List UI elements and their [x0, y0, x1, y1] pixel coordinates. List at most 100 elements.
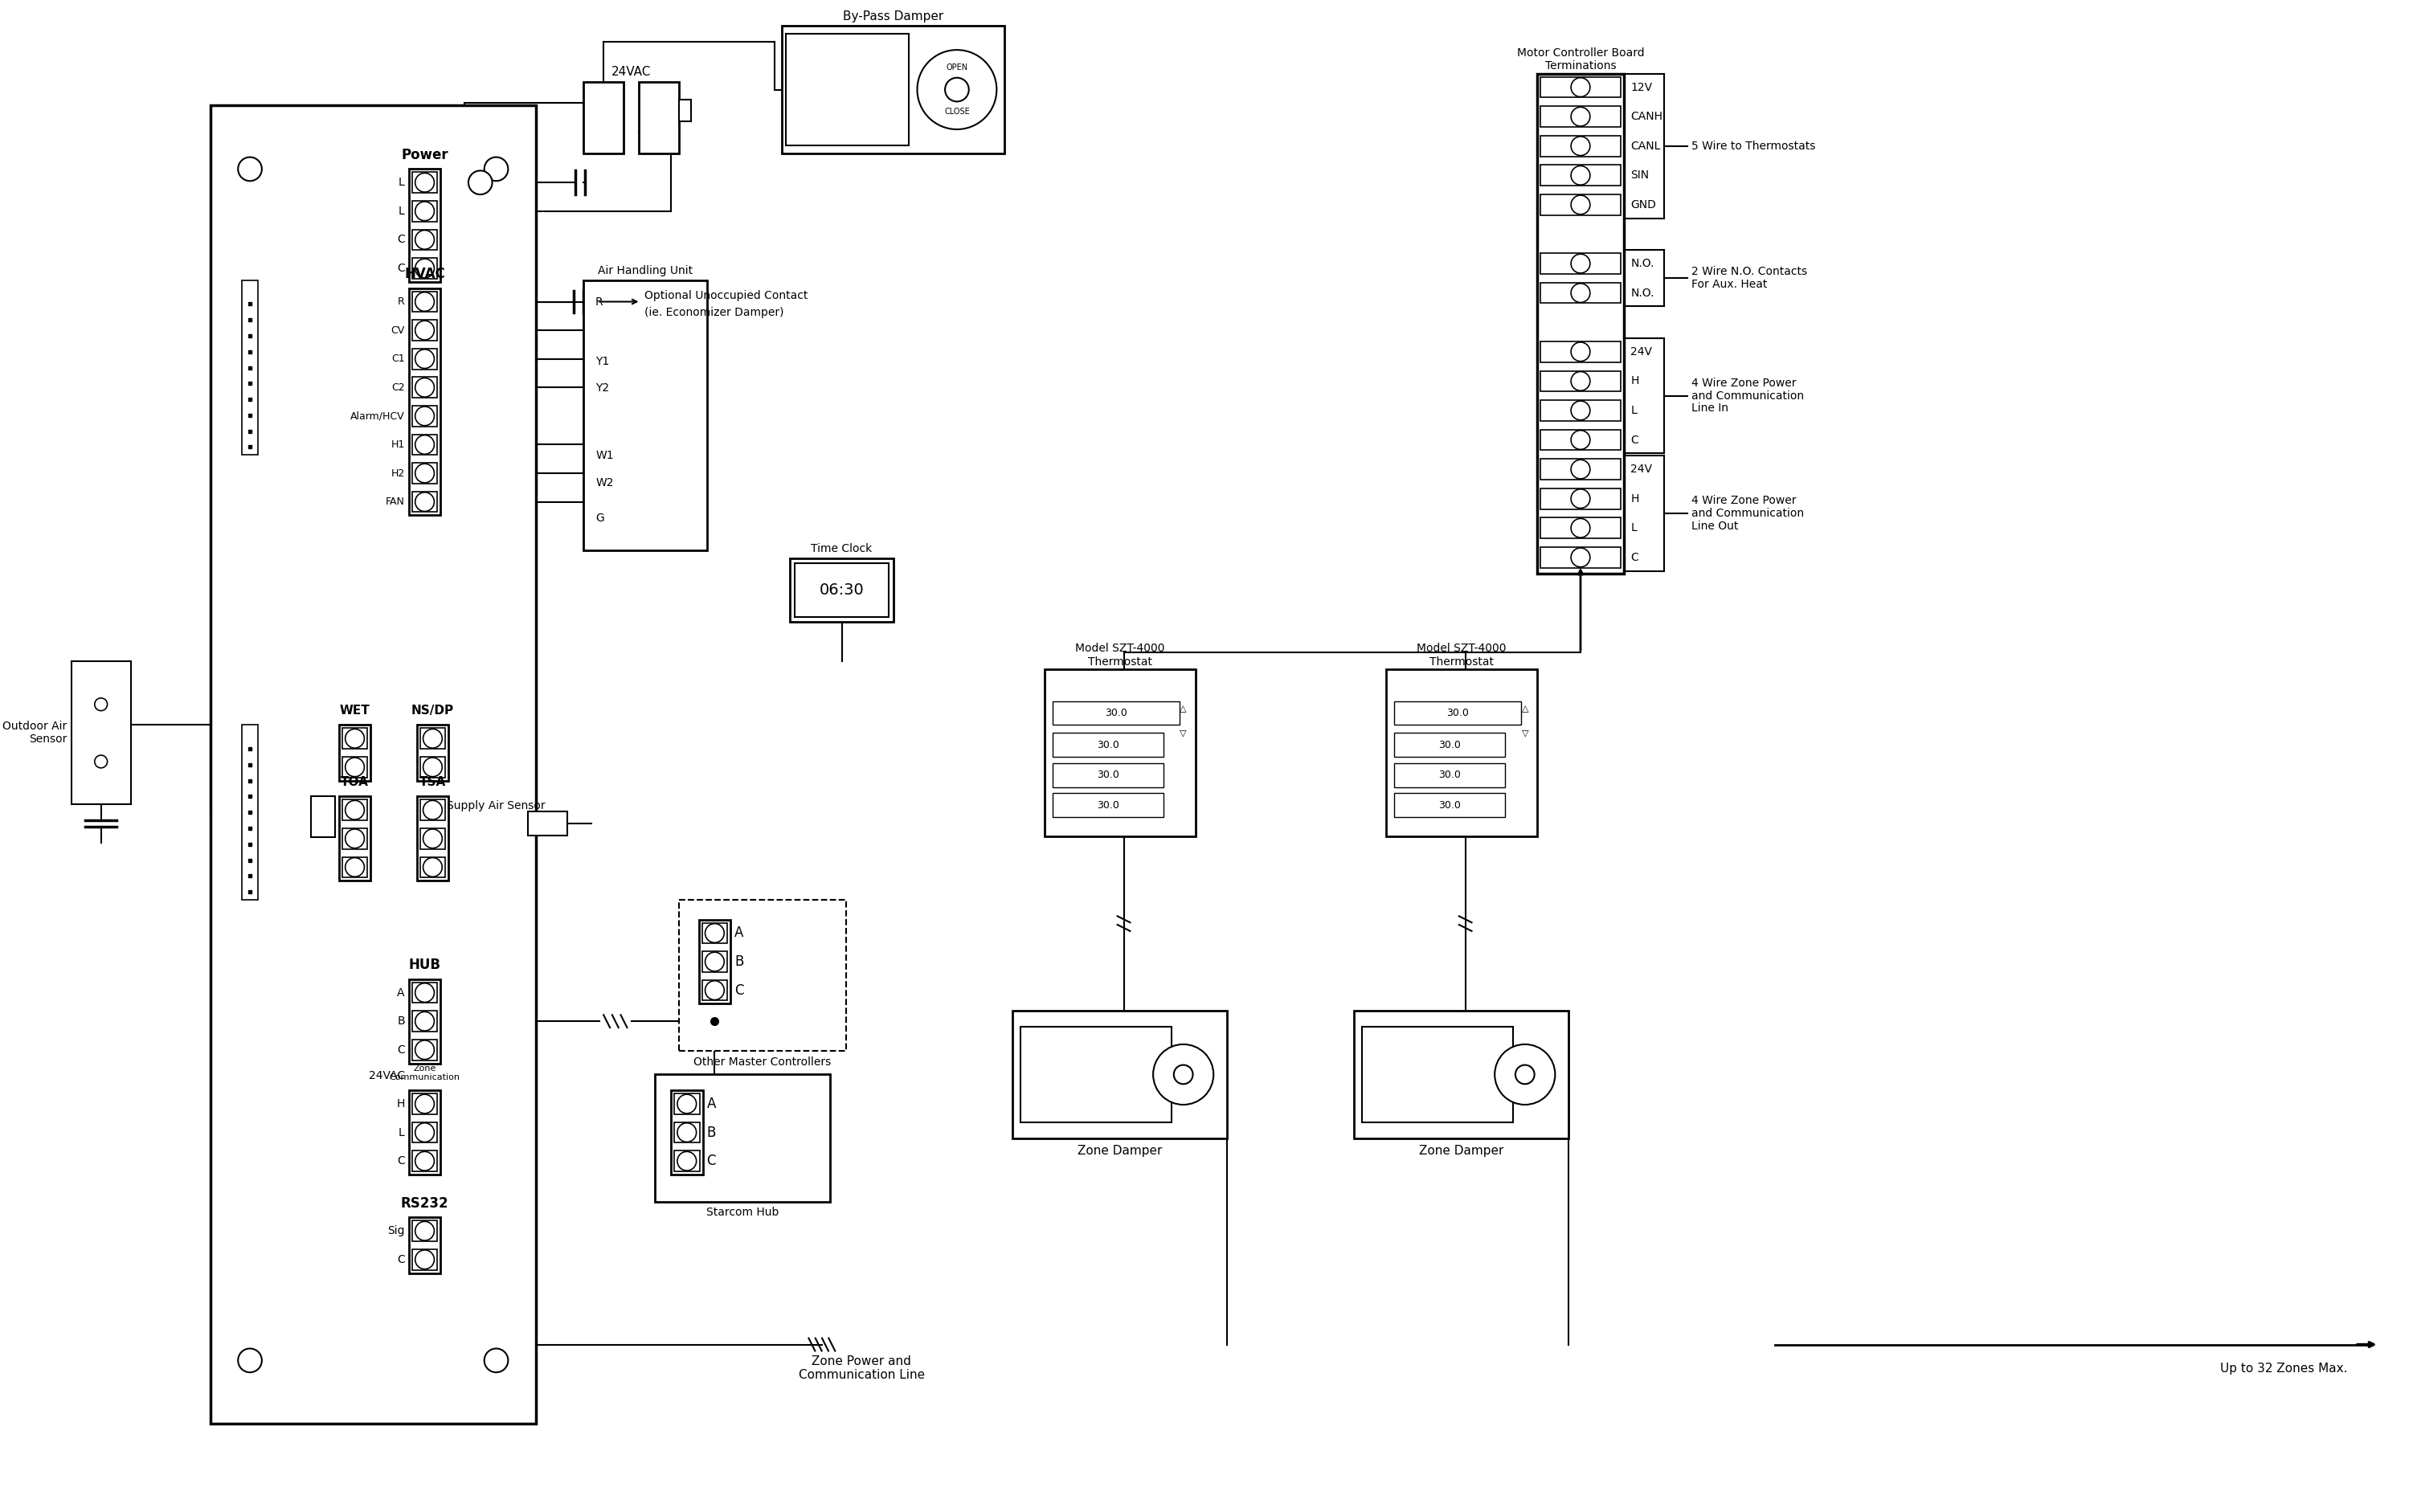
Bar — [1540, 195, 1622, 215]
Bar — [411, 1012, 437, 1031]
Bar — [1051, 733, 1163, 758]
Text: 4 Wire Zone Power: 4 Wire Zone Power — [1692, 494, 1796, 507]
Circle shape — [706, 981, 725, 999]
Text: L: L — [399, 1126, 404, 1139]
Bar — [242, 726, 259, 900]
Text: Model SZT-4000
Thermostat: Model SZT-4000 Thermostat — [1416, 643, 1506, 667]
Circle shape — [1571, 460, 1590, 479]
Bar — [1540, 370, 1622, 392]
Text: C: C — [735, 983, 744, 998]
Text: C: C — [706, 1154, 715, 1169]
Text: B: B — [735, 954, 744, 969]
Bar — [1540, 253, 1622, 274]
Text: OPEN: OPEN — [945, 64, 967, 71]
Text: C: C — [1631, 434, 1639, 446]
Bar — [1363, 1027, 1513, 1122]
Text: Y2: Y2 — [595, 383, 609, 395]
Bar — [701, 922, 728, 943]
Text: Other Master Controllers: Other Master Controllers — [694, 1057, 831, 1067]
Bar — [411, 376, 437, 398]
Bar — [416, 797, 450, 880]
Text: and Communication: and Communication — [1692, 390, 1805, 401]
Text: L: L — [399, 206, 404, 216]
Circle shape — [423, 857, 442, 877]
Bar — [701, 980, 728, 1001]
Bar — [411, 1220, 437, 1241]
Text: Power: Power — [401, 148, 447, 162]
Bar — [1540, 106, 1622, 127]
Text: NS/DP: NS/DP — [411, 705, 454, 717]
Text: CANH: CANH — [1631, 110, 1663, 122]
Bar — [1540, 547, 1622, 569]
Text: C: C — [396, 1253, 404, 1266]
Text: H: H — [1631, 493, 1639, 505]
Text: C2: C2 — [392, 383, 404, 393]
Bar — [411, 259, 437, 278]
Text: 30.0: 30.0 — [1097, 739, 1119, 750]
Text: H: H — [1631, 375, 1639, 387]
Circle shape — [423, 829, 442, 848]
Bar — [1013, 1012, 1228, 1139]
Bar — [408, 980, 440, 1063]
Bar — [411, 172, 437, 194]
Text: C1: C1 — [392, 354, 404, 364]
Text: A: A — [706, 1096, 715, 1111]
Text: 30.0: 30.0 — [1097, 800, 1119, 810]
Circle shape — [1571, 283, 1590, 302]
Circle shape — [1571, 431, 1590, 449]
Circle shape — [1571, 372, 1590, 390]
Text: R: R — [399, 296, 404, 307]
Bar — [655, 1075, 829, 1202]
Bar — [421, 829, 445, 848]
Circle shape — [1571, 77, 1590, 97]
Bar — [411, 1122, 437, 1143]
Text: Supply Air Sensor: Supply Air Sensor — [447, 800, 546, 812]
Circle shape — [416, 1040, 435, 1060]
Circle shape — [1571, 401, 1590, 420]
Text: HVAC: HVAC — [404, 266, 445, 281]
Bar — [421, 758, 445, 777]
Bar — [679, 900, 846, 1051]
Circle shape — [1571, 342, 1590, 361]
Bar — [674, 1122, 699, 1143]
Bar — [411, 349, 437, 369]
Circle shape — [677, 1152, 696, 1170]
Text: C: C — [396, 1045, 404, 1055]
Circle shape — [1494, 1045, 1554, 1105]
Bar — [783, 26, 1005, 153]
Bar — [411, 1093, 437, 1114]
Circle shape — [469, 171, 493, 195]
Text: 24VAC: 24VAC — [612, 67, 650, 79]
Bar — [638, 82, 679, 153]
Text: C: C — [396, 263, 404, 274]
Bar — [343, 829, 367, 848]
Circle shape — [423, 800, 442, 820]
Text: CANL: CANL — [1631, 141, 1660, 151]
Text: B: B — [706, 1125, 715, 1140]
Bar — [582, 280, 706, 550]
Circle shape — [237, 1349, 261, 1373]
Text: C: C — [1631, 552, 1639, 562]
Text: A: A — [735, 925, 744, 940]
Text: Zone
Communication: Zone Communication — [389, 1064, 459, 1081]
Circle shape — [1153, 1045, 1213, 1105]
Bar — [1540, 517, 1622, 538]
Circle shape — [1515, 1064, 1535, 1084]
Circle shape — [416, 1222, 435, 1240]
Bar — [795, 562, 889, 617]
Circle shape — [416, 1095, 435, 1113]
Circle shape — [483, 1349, 508, 1373]
Text: 30.0: 30.0 — [1097, 770, 1119, 780]
Bar — [1395, 702, 1520, 726]
Bar — [1051, 794, 1163, 816]
Circle shape — [1571, 488, 1590, 508]
Circle shape — [416, 464, 435, 482]
Text: 4 Wire Zone Power: 4 Wire Zone Power — [1692, 378, 1796, 389]
Text: C: C — [396, 1155, 404, 1167]
Bar — [1540, 460, 1622, 479]
Circle shape — [416, 1152, 435, 1170]
Text: ▽: ▽ — [1179, 729, 1187, 736]
Text: Zone Damper: Zone Damper — [1078, 1145, 1163, 1157]
Bar — [343, 857, 367, 877]
Text: Model SZT-4000
Thermostat: Model SZT-4000 Thermostat — [1076, 643, 1165, 667]
